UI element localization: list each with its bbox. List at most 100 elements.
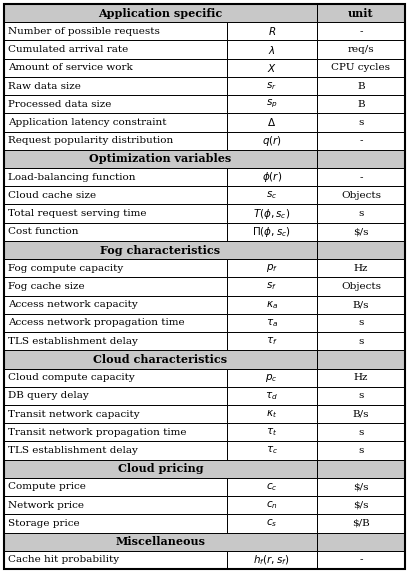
Bar xyxy=(4,22,227,41)
Bar xyxy=(317,168,405,186)
Text: $s_r$: $s_r$ xyxy=(266,80,277,92)
Bar xyxy=(4,205,227,223)
Text: $X$: $X$ xyxy=(267,62,276,74)
Bar xyxy=(317,150,405,168)
Bar xyxy=(317,113,405,132)
Bar xyxy=(317,4,405,22)
Text: TLS establishment delay: TLS establishment delay xyxy=(8,337,138,346)
Bar xyxy=(4,314,227,332)
Text: Access network propagation time: Access network propagation time xyxy=(8,319,184,327)
Bar xyxy=(227,314,317,332)
Bar xyxy=(227,368,317,387)
Bar xyxy=(317,551,405,569)
Bar xyxy=(317,387,405,405)
Bar xyxy=(4,132,227,150)
Bar xyxy=(227,478,317,496)
Text: Objects: Objects xyxy=(341,282,381,291)
Bar xyxy=(4,241,317,259)
Bar xyxy=(4,515,227,532)
Text: $c_s$: $c_s$ xyxy=(266,517,277,529)
Bar xyxy=(317,241,405,259)
Text: Transit network propagation time: Transit network propagation time xyxy=(8,428,187,437)
Text: $\kappa_a$: $\kappa_a$ xyxy=(265,299,278,311)
Text: $p_c$: $p_c$ xyxy=(265,372,278,384)
Text: Network price: Network price xyxy=(8,501,84,510)
Bar xyxy=(4,58,227,77)
Text: Request popularity distribution: Request popularity distribution xyxy=(8,136,173,145)
Text: Application latency constraint: Application latency constraint xyxy=(8,118,166,127)
Bar xyxy=(317,405,405,423)
Bar xyxy=(317,259,405,277)
Text: Fog compute capacity: Fog compute capacity xyxy=(8,264,123,273)
Bar xyxy=(317,205,405,223)
Bar xyxy=(317,368,405,387)
Text: Processed data size: Processed data size xyxy=(8,100,111,109)
Bar xyxy=(317,441,405,460)
Bar xyxy=(317,350,405,368)
Bar xyxy=(4,460,317,478)
Bar xyxy=(4,350,317,368)
Text: req/s: req/s xyxy=(348,45,374,54)
Text: unit: unit xyxy=(348,7,374,18)
Text: $p_f$: $p_f$ xyxy=(265,262,278,274)
Text: $\tau_f$: $\tau_f$ xyxy=(266,335,278,347)
Bar xyxy=(227,132,317,150)
Bar xyxy=(4,460,317,478)
Text: s: s xyxy=(358,428,364,437)
Text: \$/s: \$/s xyxy=(353,501,369,510)
Bar xyxy=(317,460,405,478)
Text: Objects: Objects xyxy=(341,191,381,200)
Bar xyxy=(227,186,317,205)
Bar xyxy=(4,423,227,441)
Bar xyxy=(227,58,317,77)
Bar xyxy=(4,387,227,405)
Bar xyxy=(227,113,317,132)
Text: $\tau_a$: $\tau_a$ xyxy=(265,317,278,329)
Text: Raw data size: Raw data size xyxy=(8,81,81,91)
Bar xyxy=(227,423,317,441)
Text: B/s: B/s xyxy=(353,300,369,309)
Text: \$/s: \$/s xyxy=(353,482,369,492)
Text: -: - xyxy=(359,555,363,564)
Text: s: s xyxy=(358,446,364,455)
Text: $s_p$: $s_p$ xyxy=(266,98,277,111)
Bar xyxy=(4,532,317,551)
Text: $q(r)$: $q(r)$ xyxy=(262,134,282,148)
Text: CPU cycles: CPU cycles xyxy=(331,63,390,72)
Bar xyxy=(4,150,317,168)
Bar xyxy=(317,332,405,350)
Bar xyxy=(317,460,405,478)
Text: TLS establishment delay: TLS establishment delay xyxy=(8,446,138,455)
Bar xyxy=(317,4,405,22)
Bar xyxy=(4,186,227,205)
Text: Miscellaneous: Miscellaneous xyxy=(115,536,205,547)
Text: Application specific: Application specific xyxy=(98,7,222,18)
Text: Access network capacity: Access network capacity xyxy=(8,300,138,309)
Bar xyxy=(4,478,227,496)
Bar xyxy=(317,77,405,95)
Bar xyxy=(4,223,227,241)
Text: $\phi(r)$: $\phi(r)$ xyxy=(261,170,282,184)
Bar xyxy=(4,277,227,296)
Bar xyxy=(227,551,317,569)
Bar xyxy=(227,441,317,460)
Bar xyxy=(4,241,317,259)
Text: Hz: Hz xyxy=(354,264,368,273)
Text: Fog cache size: Fog cache size xyxy=(8,282,85,291)
Bar xyxy=(4,496,227,515)
Bar xyxy=(227,496,317,515)
Bar xyxy=(227,259,317,277)
Text: DB query delay: DB query delay xyxy=(8,391,89,401)
Bar xyxy=(4,259,227,277)
Bar xyxy=(317,150,405,168)
Bar xyxy=(227,277,317,296)
Bar xyxy=(4,4,317,22)
Text: $\tau_t$: $\tau_t$ xyxy=(266,426,277,438)
Text: Cloud cache size: Cloud cache size xyxy=(8,191,96,200)
Bar xyxy=(4,150,317,168)
Text: $\tau_c$: $\tau_c$ xyxy=(265,445,278,457)
Bar xyxy=(317,41,405,58)
Bar xyxy=(227,223,317,241)
Text: s: s xyxy=(358,337,364,346)
Bar xyxy=(317,532,405,551)
